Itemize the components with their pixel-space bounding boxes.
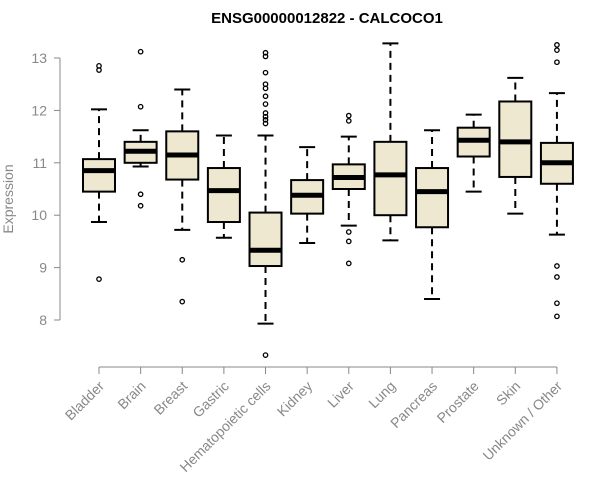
boxes — [82, 42, 574, 358]
box-hematopoietic-cells — [248, 211, 283, 268]
box-lung — [373, 140, 408, 217]
box-group-kidney — [290, 146, 325, 244]
outlier-unknown-other-5 — [554, 47, 560, 53]
x-tick-label-bladder: Bladder — [62, 378, 108, 424]
outlier-unknown-other-4 — [554, 59, 560, 66]
box-skin — [498, 100, 533, 178]
y-tick-label-9: 9 — [39, 260, 47, 276]
outlier-unknown-other-3 — [554, 263, 560, 269]
box-group-prostate — [456, 113, 491, 193]
outlier-hematopoietic-cells-9 — [262, 69, 269, 76]
outlier-hematopoietic-cells-4 — [262, 110, 269, 116]
x-tick-label-liver: Liver — [324, 378, 357, 411]
box-group-liver — [331, 112, 366, 267]
box-group-pancreas — [415, 129, 450, 301]
box-group-skin — [498, 76, 533, 215]
y-tick-label-11: 11 — [32, 155, 47, 171]
outlier-bladder-2 — [96, 63, 102, 69]
box-group-unknown-other — [539, 42, 574, 320]
outlier-brain-2 — [137, 103, 144, 110]
outlier-hematopoietic-cells-1 — [262, 120, 269, 127]
x-tick-label-skin: Skin — [493, 378, 524, 409]
y-axis-label: Expression — [0, 164, 16, 233]
outlier-unknown-other-2 — [554, 274, 560, 280]
outlier-unknown-other-6 — [554, 42, 560, 48]
outlier-unknown-other-1 — [554, 300, 560, 307]
outlier-bladder-0 — [96, 276, 102, 282]
chart-title: ENSG00000012822 - CALCOCO1 — [211, 10, 443, 27]
outlier-liver-3 — [345, 118, 352, 124]
outlier-hematopoietic-cells-11 — [262, 49, 269, 56]
outlier-liver-0 — [345, 260, 352, 267]
outlier-hematopoietic-cells-6 — [262, 93, 269, 100]
outlier-brain-1 — [137, 191, 144, 198]
outlier-hematopoietic-cells-3 — [262, 113, 269, 120]
y-tick-label-12: 12 — [31, 102, 47, 118]
outlier-brain-0 — [137, 202, 144, 209]
box-group-lung — [373, 42, 408, 242]
y-tick-label-13: 13 — [31, 50, 47, 66]
outlier-hematopoietic-cells-0 — [262, 352, 269, 358]
box-group-bladder — [82, 63, 116, 282]
outlier-unknown-other-0 — [554, 313, 560, 320]
x-tick-label-breast: Breast — [150, 378, 190, 418]
outlier-brain-3 — [137, 48, 144, 55]
x-tick-label-kidney: Kidney — [274, 378, 316, 420]
box-bladder — [82, 158, 116, 193]
outlier-liver-1 — [345, 238, 352, 245]
y-tick-label-8: 8 — [39, 312, 47, 328]
box-gastric — [206, 167, 241, 224]
outlier-hematopoietic-cells-10 — [262, 53, 269, 60]
box-pancreas — [415, 167, 450, 229]
outlier-hematopoietic-cells-8 — [262, 81, 269, 88]
outlier-hematopoietic-cells-5 — [262, 101, 269, 107]
box-group-brain — [123, 48, 158, 209]
outlier-liver-4 — [345, 112, 352, 119]
x-tick-label-brain: Brain — [114, 378, 148, 412]
outlier-liver-2 — [345, 229, 352, 235]
outlier-breast-0 — [179, 298, 186, 305]
x-tick-label-prostate: Prostate — [434, 378, 482, 426]
outlier-breast-1 — [179, 256, 186, 263]
box-group-gastric — [206, 134, 241, 239]
x-tick-label-lung: Lung — [365, 378, 398, 411]
y-tick-label-10: 10 — [31, 207, 47, 223]
box-group-breast — [165, 88, 200, 305]
x-tick-label-unknown-other: Unknown / Other — [479, 378, 565, 464]
box-group-hematopoietic-cells — [248, 49, 283, 358]
outlier-hematopoietic-cells-2 — [262, 116, 269, 123]
y-axis: 8 9 10 11 12 13 — [31, 50, 61, 328]
